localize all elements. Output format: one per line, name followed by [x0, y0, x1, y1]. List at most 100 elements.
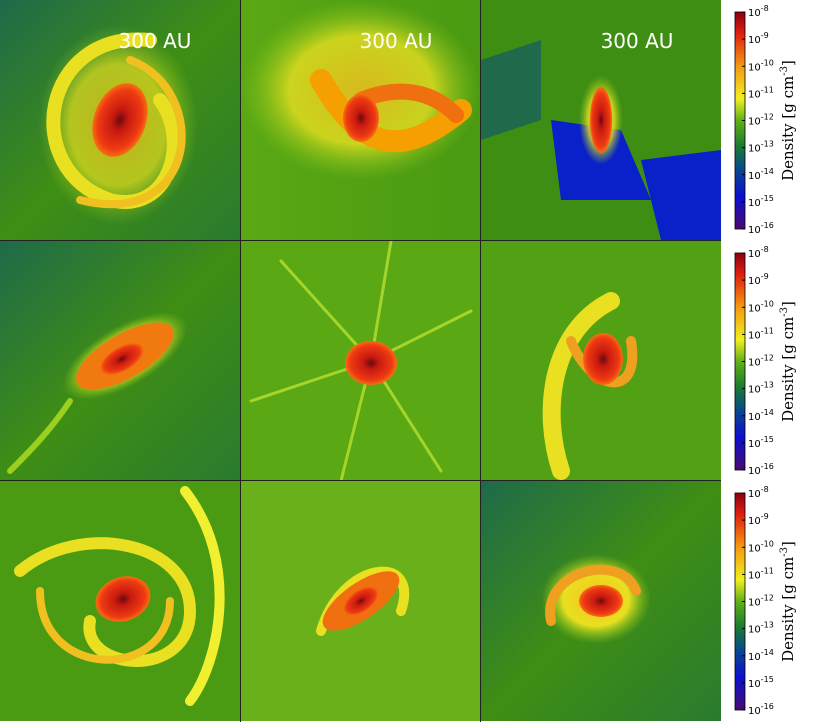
tick-base: 10 [748, 679, 761, 690]
tick-label: 10-16 [748, 702, 774, 717]
tick-base: 10 [748, 89, 761, 100]
panel [481, 241, 721, 481]
tick-base: 10 [748, 62, 761, 73]
tick-label: 10-14 [748, 648, 774, 663]
tick-base: 10 [748, 225, 761, 236]
tick-exponent: -16 [761, 221, 774, 230]
tick-exponent: -10 [761, 58, 774, 67]
tick-base: 10 [748, 303, 761, 314]
panel [481, 481, 721, 721]
panels [0, 0, 721, 721]
tick-base: 10 [748, 516, 761, 527]
tick-exponent: -11 [761, 85, 774, 94]
tick-label: 10-10 [748, 58, 774, 73]
tick-base: 10 [748, 276, 761, 287]
label-close: ] [779, 541, 797, 547]
tick-label: 10-12 [748, 113, 774, 128]
panel [241, 0, 481, 240]
tick-base: 10 [748, 652, 761, 663]
tick-base: 10 [748, 543, 761, 554]
colorbar-label: Density [g cm-3] [779, 541, 797, 662]
tick-exponent: -8 [761, 4, 769, 13]
grid-borders [0, 0, 721, 722]
scale-label: 300 AU [119, 29, 192, 53]
tick-exponent: -15 [761, 194, 774, 203]
tick-base: 10 [748, 439, 761, 450]
tick-exponent: -13 [761, 140, 774, 149]
tick-label: 10-11 [748, 85, 774, 100]
tick-base: 10 [748, 706, 761, 717]
tick-exponent: -13 [761, 381, 774, 390]
tick-label: 10-11 [748, 566, 774, 581]
tick-base: 10 [748, 466, 761, 477]
tick-exponent: -14 [761, 648, 774, 657]
label-exponent: -3 [779, 307, 790, 317]
tick-label: 10-9 [748, 272, 769, 287]
tick-base: 10 [748, 385, 761, 396]
panel [241, 481, 481, 721]
label-text: Density [g cm [779, 317, 797, 422]
colorbar-label: Density [g cm-3] [779, 301, 797, 422]
tick-exponent: -8 [761, 245, 769, 254]
tick-exponent: -10 [761, 539, 774, 548]
label-close: ] [779, 60, 797, 66]
tick-exponent: -9 [761, 512, 769, 521]
tick-exponent: -14 [761, 408, 774, 417]
tick-exponent: -16 [761, 702, 774, 711]
tick-label: 10-8 [748, 4, 769, 19]
tick-label: 10-9 [748, 31, 769, 46]
label-text: Density [g cm [779, 557, 797, 662]
tick-label: 10-15 [748, 435, 774, 450]
label-exponent: -3 [779, 547, 790, 557]
panel [0, 241, 240, 481]
tick-exponent: -11 [761, 566, 774, 575]
colorbars: 10-810-910-1010-1110-1210-1310-1410-1510… [734, 4, 797, 717]
scale-label: 300 AU [360, 29, 433, 53]
label-close: ] [779, 301, 797, 307]
tick-base: 10 [748, 598, 761, 609]
colorbar-label: Density [g cm-3] [779, 60, 797, 181]
panel [0, 481, 240, 721]
tick-label: 10-12 [748, 594, 774, 609]
tick-exponent: -15 [761, 675, 774, 684]
scale-label: 300 AU [601, 29, 674, 53]
scale-labels: 300 AU 300 AU 300 AU [119, 29, 674, 53]
tick-exponent: -11 [761, 326, 774, 335]
tick-base: 10 [748, 249, 761, 260]
tick-base: 10 [748, 8, 761, 19]
tick-label: 10-14 [748, 408, 774, 423]
tick-base: 10 [748, 412, 761, 423]
tick-exponent: -9 [761, 272, 769, 281]
tick-exponent: -13 [761, 621, 774, 630]
tick-base: 10 [748, 144, 761, 155]
tick-base: 10 [748, 330, 761, 341]
tick-exponent: -12 [761, 594, 774, 603]
tick-label: 10-13 [748, 140, 774, 155]
tick-base: 10 [748, 35, 761, 46]
tick-exponent: -9 [761, 31, 769, 40]
panel [241, 241, 481, 481]
tick-base: 10 [748, 198, 761, 209]
label-exponent: -3 [779, 66, 790, 76]
tick-exponent: -16 [761, 462, 774, 471]
tick-label: 10-13 [748, 621, 774, 636]
panel [0, 0, 240, 240]
tick-label: 10-13 [748, 381, 774, 396]
tick-label: 10-11 [748, 326, 774, 341]
tick-label: 10-16 [748, 462, 774, 477]
tick-label: 10-15 [748, 194, 774, 209]
tick-label: 10-8 [748, 245, 769, 260]
tick-base: 10 [748, 171, 761, 182]
tick-base: 10 [748, 570, 761, 581]
tick-label: 10-12 [748, 354, 774, 369]
tick-label: 10-10 [748, 539, 774, 554]
tick-base: 10 [748, 489, 761, 500]
tick-label: 10-15 [748, 675, 774, 690]
tick-exponent: -14 [761, 167, 774, 176]
tick-label: 10-14 [748, 167, 774, 182]
tick-base: 10 [748, 358, 761, 369]
tick-exponent: -10 [761, 299, 774, 308]
tick-base: 10 [748, 625, 761, 636]
tick-label: 10-16 [748, 221, 774, 236]
